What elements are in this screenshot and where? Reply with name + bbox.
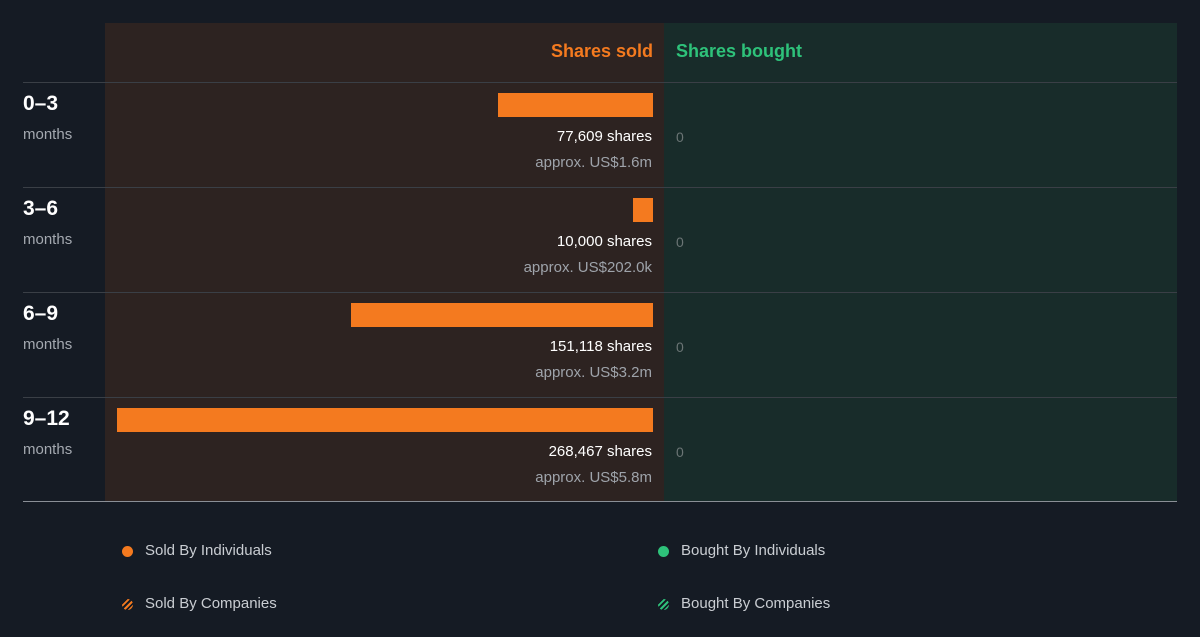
shares-bought-value: 0: [676, 339, 684, 355]
sold-bar: [117, 408, 653, 432]
legend-label: Sold By Companies: [145, 595, 277, 612]
approx-value: approx. US$202.0k: [523, 259, 652, 276]
row-divider: [23, 82, 1177, 83]
legend-bought-individuals[interactable]: Bought By Individuals: [658, 542, 825, 560]
shares-bought-value: 0: [676, 129, 684, 145]
approx-value: approx. US$1.6m: [535, 154, 652, 171]
sold-bar: [498, 93, 653, 117]
approx-value: approx. US$3.2m: [535, 364, 652, 381]
shares-bought-value: 0: [676, 234, 684, 250]
approx-value: approx. US$5.8m: [535, 469, 652, 486]
shares-bought-panel: [664, 23, 1177, 501]
legend-sold-individuals[interactable]: Sold By Individuals: [122, 542, 272, 560]
chart-baseline: [23, 501, 1177, 502]
legend-label: Bought By Individuals: [681, 542, 826, 559]
sold-bar: [633, 198, 653, 222]
shares-sold-value: 10,000 shares: [556, 233, 652, 250]
sold-bar: [351, 303, 653, 327]
row-divider: [23, 187, 1177, 188]
shares-sold-header: Shares sold: [550, 41, 653, 61]
legend-label: Bought By Companies: [681, 595, 831, 612]
shares-bought-header: Shares bought: [676, 41, 803, 61]
legend-sold-companies[interactable]: Sold By Companies: [122, 595, 277, 613]
period-unit: months: [23, 126, 73, 143]
orange-dot-icon: [122, 545, 133, 557]
row-divider: [23, 397, 1177, 398]
period-unit: months: [23, 231, 73, 248]
green-dot-icon: [658, 545, 669, 557]
period-unit: months: [23, 441, 73, 458]
legend-label: Sold By Individuals: [145, 542, 272, 559]
shares-sold-value: 151,118 shares: [549, 338, 652, 355]
green-hatched-dot-icon: [658, 598, 669, 610]
shares-bought-value: 0: [676, 444, 684, 460]
legend-bought-companies[interactable]: Bought By Companies: [658, 595, 830, 613]
shares-sold-value: 77,609 shares: [556, 128, 652, 145]
period-unit: months: [23, 336, 73, 353]
period-label: 3–6: [23, 197, 59, 220]
shares-sold-value: 268,467 shares: [548, 443, 652, 460]
period-label: 0–3: [23, 92, 59, 115]
row-divider: [23, 292, 1177, 293]
period-label: 9–12: [23, 407, 70, 430]
period-label: 6–9: [23, 302, 59, 325]
orange-hatched-dot-icon: [122, 598, 133, 610]
